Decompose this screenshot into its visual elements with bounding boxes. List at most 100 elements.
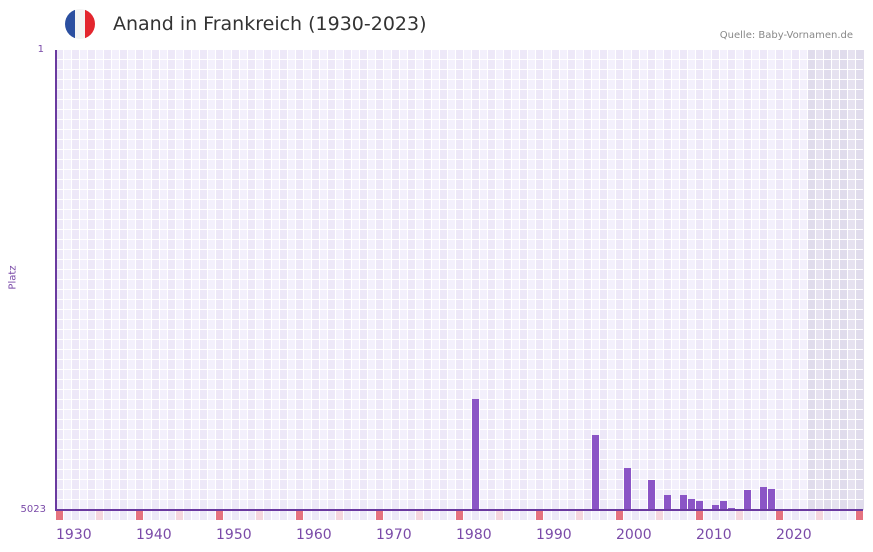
year-cell bbox=[648, 511, 655, 520]
x-tick-1970: 1970 bbox=[376, 527, 412, 543]
decade-marker bbox=[456, 511, 463, 520]
year-cell bbox=[488, 511, 495, 520]
year-cell bbox=[208, 511, 215, 520]
year-cell bbox=[440, 511, 447, 520]
year-cell bbox=[800, 511, 807, 520]
year-cell bbox=[184, 511, 191, 520]
bar-2018[interactable] bbox=[760, 487, 767, 510]
bar-2008[interactable] bbox=[680, 495, 687, 510]
plot-area bbox=[56, 50, 864, 510]
bar-2006[interactable] bbox=[664, 495, 671, 510]
year-cell bbox=[680, 511, 687, 520]
bar-2016[interactable] bbox=[744, 490, 751, 510]
year-cell bbox=[272, 511, 279, 520]
decade-marker bbox=[856, 511, 863, 520]
decade-marker bbox=[216, 511, 223, 520]
year-cell bbox=[464, 511, 471, 520]
half-decade-marker bbox=[256, 511, 263, 520]
year-cell bbox=[152, 511, 159, 520]
half-decade-marker bbox=[736, 511, 743, 520]
year-cell bbox=[312, 511, 319, 520]
year-cell bbox=[368, 511, 375, 520]
year-cell bbox=[240, 511, 247, 520]
y-tick-top: 1 bbox=[37, 44, 44, 55]
year-cell bbox=[720, 511, 727, 520]
year-cell bbox=[568, 511, 575, 520]
bar-1982[interactable] bbox=[472, 399, 479, 510]
year-cell bbox=[512, 511, 519, 520]
year-cell bbox=[792, 511, 799, 520]
year-cell bbox=[320, 511, 327, 520]
year-cell bbox=[592, 511, 599, 520]
bar-2009[interactable] bbox=[688, 499, 695, 510]
year-cell bbox=[280, 511, 287, 520]
flag-white-stripe bbox=[75, 9, 85, 39]
year-cell bbox=[584, 511, 591, 520]
year-cell bbox=[768, 511, 775, 520]
year-cell bbox=[200, 511, 207, 520]
decade-marker bbox=[536, 511, 543, 520]
year-cell bbox=[304, 511, 311, 520]
year-cell bbox=[144, 511, 151, 520]
half-decade-marker bbox=[656, 511, 663, 520]
bar-2001[interactable] bbox=[624, 468, 631, 510]
x-tick-1940: 1940 bbox=[136, 527, 172, 543]
year-cell bbox=[840, 511, 847, 520]
bar-1997[interactable] bbox=[592, 435, 599, 510]
year-cell bbox=[704, 511, 711, 520]
year-cell bbox=[72, 511, 79, 520]
year-cell bbox=[168, 511, 175, 520]
bar-2013[interactable] bbox=[720, 501, 727, 510]
half-decade-marker bbox=[336, 511, 343, 520]
year-cell bbox=[560, 511, 567, 520]
year-cell bbox=[784, 511, 791, 520]
year-cell bbox=[104, 511, 111, 520]
chart-title: Anand in Frankreich (1930-2023) bbox=[113, 13, 427, 35]
year-cell bbox=[64, 511, 71, 520]
year-cell bbox=[640, 511, 647, 520]
vertical-gridlines bbox=[56, 50, 863, 510]
half-decade-marker bbox=[416, 511, 423, 520]
decade-marker bbox=[696, 511, 703, 520]
decade-marker bbox=[136, 511, 143, 520]
year-cell bbox=[120, 511, 127, 520]
year-cell bbox=[224, 511, 231, 520]
year-cell bbox=[408, 511, 415, 520]
year-cell bbox=[664, 511, 671, 520]
x-tick-1990: 1990 bbox=[536, 527, 572, 543]
year-cell bbox=[288, 511, 295, 520]
year-cell bbox=[160, 511, 167, 520]
year-cell bbox=[432, 511, 439, 520]
half-decade-marker bbox=[576, 511, 583, 520]
year-cell bbox=[624, 511, 631, 520]
x-tick-1950: 1950 bbox=[216, 527, 252, 543]
half-decade-marker bbox=[816, 511, 823, 520]
year-cell bbox=[424, 511, 431, 520]
bar-2012[interactable] bbox=[712, 505, 719, 510]
bar-2010[interactable] bbox=[696, 501, 703, 510]
year-cell bbox=[480, 511, 487, 520]
half-decade-marker bbox=[96, 511, 103, 520]
decade-marker bbox=[616, 511, 623, 520]
year-cell bbox=[264, 511, 271, 520]
year-cell bbox=[112, 511, 119, 520]
x-tick-1960: 1960 bbox=[296, 527, 332, 543]
half-decade-marker bbox=[496, 511, 503, 520]
year-cell bbox=[248, 511, 255, 520]
bar-2019[interactable] bbox=[768, 489, 775, 510]
year-cell bbox=[472, 511, 479, 520]
year-cell bbox=[360, 511, 367, 520]
y-axis-label: Platz bbox=[7, 265, 19, 290]
year-cell bbox=[832, 511, 839, 520]
x-tick-2000: 2000 bbox=[616, 527, 652, 543]
bar-2004[interactable] bbox=[648, 480, 655, 510]
year-cell bbox=[608, 511, 615, 520]
year-cell bbox=[824, 511, 831, 520]
year-cell bbox=[232, 511, 239, 520]
year-cell bbox=[544, 511, 551, 520]
year-cell bbox=[448, 511, 455, 520]
year-marker-strip bbox=[56, 511, 863, 520]
decade-marker bbox=[776, 511, 783, 520]
year-cell bbox=[352, 511, 359, 520]
half-decade-marker bbox=[176, 511, 183, 520]
